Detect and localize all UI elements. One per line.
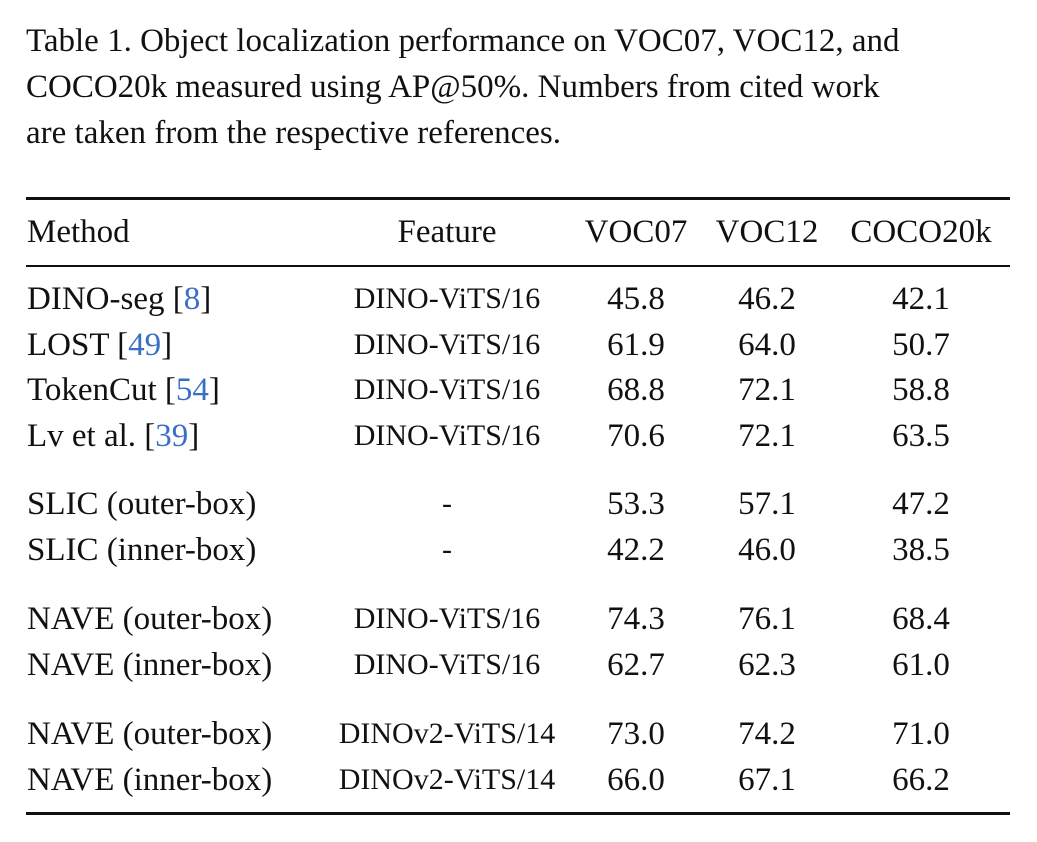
coco20k-cell: 50.7 [892,327,950,363]
caption-line-3: are taken from the respective references… [26,115,562,151]
voc07-cell: 45.8 [607,281,665,317]
table-row: NAVE (outer-box) DINOv2-ViTS/14 73.0 74.… [0,711,1037,757]
table-top-rule [26,197,1010,200]
voc07-cell: 53.3 [607,486,665,522]
feature-cell: DINO-ViTS/16 [353,648,541,681]
header-feature: Feature [397,214,497,250]
citation-link[interactable]: 8 [183,281,201,317]
table-header-row: Method Feature VOC07 VOC12 COCO20k [0,209,1037,255]
method-cell: LOST [49] [27,327,173,363]
voc07-cell: 68.8 [607,372,665,408]
coco20k-cell: 47.2 [892,486,950,522]
method-cell: SLIC (inner-box) [27,532,257,568]
table-row: DINO-seg [8] DINO-ViTS/16 45.8 46.2 42.1 [0,276,1037,322]
method-cell: NAVE (inner-box) [27,762,273,798]
method-cell: DINO-seg [8] [27,281,212,317]
voc07-cell: 73.0 [607,716,665,752]
voc12-cell: 72.1 [738,418,796,454]
method-cell: Lv et al. [39] [27,418,200,454]
table-row: NAVE (inner-box) DINOv2-ViTS/14 66.0 67.… [0,757,1037,803]
table-row: Lv et al. [39] DINO-ViTS/16 70.6 72.1 63… [0,413,1037,459]
coco20k-cell: 66.2 [892,762,950,798]
voc07-cell: 42.2 [607,532,665,568]
feature-cell: DINO-ViTS/16 [353,282,541,315]
feature-cell: - [442,533,452,566]
table-row: LOST [49] DINO-ViTS/16 61.9 64.0 50.7 [0,322,1037,368]
citation-link[interactable]: 54 [175,372,209,408]
feature-cell: DINO-ViTS/16 [353,602,541,635]
table-bottom-rule [26,812,1010,815]
voc12-cell: 67.1 [738,762,796,798]
voc12-cell: 46.0 [738,532,796,568]
voc12-cell: 64.0 [738,327,796,363]
voc07-cell: 66.0 [607,762,665,798]
header-coco20k: COCO20k [850,214,992,250]
coco20k-cell: 42.1 [892,281,950,317]
feature-cell: DINOv2-ViTS/14 [338,763,556,796]
table-row: NAVE (outer-box) DINO-ViTS/16 74.3 76.1 … [0,596,1037,642]
voc12-cell: 46.2 [738,281,796,317]
table-row: NAVE (inner-box) DINO-ViTS/16 62.7 62.3 … [0,642,1037,688]
table-row: SLIC (inner-box) - 42.2 46.0 38.5 [0,527,1037,573]
feature-cell: DINO-ViTS/16 [353,328,541,361]
table-row: TokenCut [54] DINO-ViTS/16 68.8 72.1 58.… [0,367,1037,413]
method-cell: NAVE (outer-box) [27,601,273,637]
voc12-cell: 72.1 [738,372,796,408]
caption-line-2: COCO20k measured using AP@50%. Numbers f… [26,69,880,105]
coco20k-cell: 38.5 [892,532,950,568]
feature-cell: DINOv2-ViTS/14 [338,717,556,750]
coco20k-cell: 71.0 [892,716,950,752]
caption-line-1: Table 1. Object localization performance… [26,23,900,59]
method-cell: SLIC (outer-box) [27,486,257,522]
coco20k-cell: 58.8 [892,372,950,408]
voc12-cell: 74.2 [738,716,796,752]
header-voc07: VOC07 [584,214,688,250]
voc12-cell: 57.1 [738,486,796,522]
citation-link[interactable]: 49 [128,327,162,363]
feature-cell: - [442,487,452,520]
table-row: SLIC (outer-box) - 53.3 57.1 47.2 [0,481,1037,527]
table-header-rule [26,265,1010,267]
method-cell: NAVE (outer-box) [27,716,273,752]
coco20k-cell: 61.0 [892,647,950,683]
voc07-cell: 62.7 [607,647,665,683]
feature-cell: DINO-ViTS/16 [353,419,541,452]
voc07-cell: 74.3 [607,601,665,637]
voc12-cell: 76.1 [738,601,796,637]
header-voc12: VOC12 [715,214,819,250]
voc07-cell: 61.9 [607,327,665,363]
method-cell: NAVE (inner-box) [27,647,273,683]
feature-cell: DINO-ViTS/16 [353,373,541,406]
coco20k-cell: 68.4 [892,601,950,637]
header-method: Method [27,214,130,250]
citation-link[interactable]: 39 [155,418,189,454]
voc12-cell: 62.3 [738,647,796,683]
table-caption: Table 1. Object localization performance… [26,18,1016,156]
method-cell: TokenCut [54] [27,372,220,408]
coco20k-cell: 63.5 [892,418,950,454]
voc07-cell: 70.6 [607,418,665,454]
